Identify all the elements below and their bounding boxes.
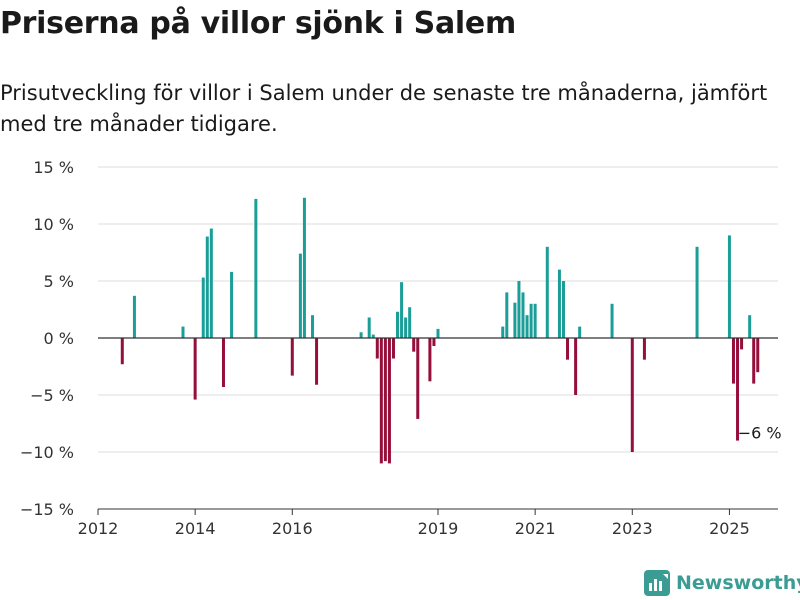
chart-subtitle: Prisutveckling för villor i Salem under …	[0, 81, 768, 136]
bar	[695, 246, 699, 338]
bar	[740, 338, 744, 350]
bar	[521, 292, 525, 338]
bar	[371, 334, 375, 338]
bar	[533, 303, 537, 338]
bar	[642, 338, 646, 360]
bar	[404, 317, 408, 338]
annotations: −6 %	[738, 423, 782, 442]
bar	[428, 338, 432, 382]
y-tick-label: −5 %	[30, 386, 74, 405]
bar	[501, 326, 505, 338]
bar	[383, 338, 387, 462]
bar	[756, 338, 760, 373]
tick-labels: 15 % 10 % 5 % 0 % −5 % −10 % −15 %2012 2014 2016…	[20, 158, 750, 538]
bar	[396, 311, 400, 338]
bar	[132, 295, 136, 338]
bar	[513, 302, 517, 338]
newsworthy-logo-icon	[644, 570, 670, 596]
bar	[311, 315, 315, 338]
bar	[545, 246, 549, 338]
bar	[529, 303, 533, 338]
x-tick-label: 2016	[272, 519, 313, 538]
bar	[557, 269, 561, 338]
newsworthy-brand[interactable]: Newsworthy	[644, 568, 800, 598]
x-tick-label: 2023	[612, 519, 653, 538]
bar	[387, 338, 391, 464]
x-tick-label: 2012	[78, 519, 119, 538]
bar	[209, 228, 213, 338]
bar	[432, 338, 436, 346]
bar	[254, 198, 258, 338]
y-tick-label: 0 %	[44, 329, 74, 348]
bar	[201, 277, 205, 338]
bar	[505, 292, 509, 338]
bar	[400, 282, 404, 338]
bar	[731, 338, 735, 384]
brand-name: Newsworthy	[676, 572, 800, 594]
bar	[412, 338, 416, 352]
bar	[375, 338, 379, 359]
x-tick-label: 2025	[709, 519, 750, 538]
bar	[367, 317, 371, 338]
bar	[525, 315, 529, 338]
bar	[302, 197, 306, 338]
bar	[566, 338, 570, 360]
bar	[230, 271, 234, 338]
bar	[120, 338, 124, 365]
x-tick-label: 2021	[515, 519, 556, 538]
bar	[181, 326, 185, 338]
bar	[193, 338, 197, 400]
bar	[727, 235, 731, 338]
bar	[736, 338, 740, 441]
bar	[391, 338, 395, 359]
bar	[315, 338, 319, 385]
y-tick-label: 5 %	[44, 272, 74, 291]
axes	[97, 337, 778, 515]
y-tick-label: −15 %	[20, 500, 74, 519]
bar	[416, 338, 420, 419]
bar	[574, 338, 578, 395]
bar	[752, 338, 756, 384]
bar	[436, 328, 440, 338]
bar	[748, 315, 752, 338]
bar	[630, 338, 634, 452]
y-tick-label: −10 %	[20, 443, 74, 462]
chart-title: Priserna på villor sjönk i Salem	[0, 6, 516, 41]
bar	[205, 236, 209, 338]
x-tick-label: 2014	[175, 519, 216, 538]
bar	[561, 281, 565, 338]
annotation-label: −6 %	[738, 423, 782, 442]
y-tick-label: 10 %	[33, 215, 74, 234]
bars	[120, 197, 760, 464]
bar	[379, 338, 383, 464]
x-tick-label: 2019	[418, 519, 459, 538]
y-tick-label: 15 %	[33, 158, 74, 177]
bar	[221, 338, 225, 388]
bar	[610, 303, 614, 338]
bar	[408, 307, 412, 338]
bar	[298, 253, 302, 338]
bar	[359, 332, 363, 338]
bar	[290, 338, 294, 376]
bar	[517, 281, 521, 338]
bar	[578, 326, 582, 338]
